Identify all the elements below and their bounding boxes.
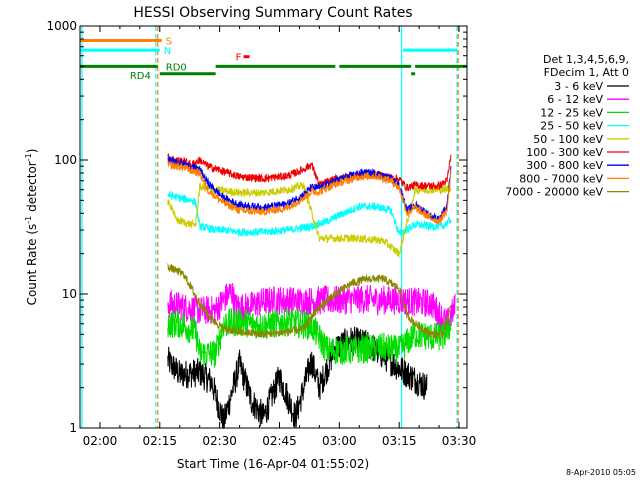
legend-label-8: 7000 - 20000 keV [505, 186, 603, 199]
plot-frame [79, 25, 468, 429]
flag-label-rd4: RD4 [130, 71, 151, 82]
legend-label-1: 6 - 12 keV [547, 93, 603, 106]
x-tick-label-3: 02:45 [262, 434, 297, 448]
legend-header-1: FDecim 1, Att 0 [544, 66, 629, 79]
legend-label-0: 3 - 6 keV [554, 80, 603, 93]
x-tick-label-2: 02:30 [202, 434, 237, 448]
legend-label-4: 50 - 100 keV [533, 133, 603, 146]
y-tick-label-3: 1000 [46, 19, 77, 33]
y-axis-label: Count Rate (s-1 detector-1) [24, 149, 39, 306]
x-axis-label: Start Time (16-Apr-04 01:55:02) [177, 457, 369, 471]
x-tick-label-1: 02:15 [142, 434, 177, 448]
legend-label-6: 300 - 800 keV [526, 159, 603, 172]
y-axis-label-part-1: Count Rate (s [25, 224, 39, 306]
series-layer [167, 153, 456, 430]
legend-label-2: 12 - 25 keV [540, 106, 603, 119]
footer-date: 8-Apr-2010 05:05 [566, 468, 636, 477]
legend-header-0: Det 1,3,4,5,6,9, [543, 53, 629, 66]
y-axis-label-part-3: ) [25, 149, 39, 154]
series-line-5 [167, 153, 452, 192]
ticks-layer: 02:00 02:15 02:30 02:45 03:00 03:15 03:30 1 10 10… [46, 19, 476, 448]
series-line-6 [167, 155, 452, 223]
y-axis-label-sup-1: -1 [24, 216, 33, 224]
legend-label-5: 100 - 300 keV [526, 146, 603, 159]
chart-title: HESSI Observing Summary Count Rates [133, 5, 412, 21]
x-tick-label-5: 03:15 [382, 434, 417, 448]
series-line-1 [167, 283, 456, 333]
series-line-7 [167, 160, 452, 225]
y-axis-label-part-2: detector [25, 161, 39, 216]
x-tick-label-0: 02:00 [83, 434, 118, 448]
y-tick-label-2: 100 [54, 153, 77, 167]
legend-label-3: 25 - 50 keV [540, 120, 603, 133]
y-tick-label-0: 1 [69, 421, 77, 435]
x-tick-label-4: 03:00 [322, 434, 357, 448]
flag-label-n: N [164, 46, 171, 57]
legend: Det 1,3,4,5,6,9,FDecim 1, Att 03 - 6 keV… [505, 53, 629, 199]
y-tick-label-1: 10 [62, 287, 77, 301]
flag-label-s: S [166, 36, 172, 47]
series-line-8 [167, 263, 452, 339]
x-tick-label-6: 03:30 [442, 434, 477, 448]
y-axis-label-sup-2: -1 [24, 153, 33, 161]
legend-label-7: 800 - 7000 keV [519, 172, 603, 185]
flag-label-rd0: RD0 [166, 62, 187, 73]
flag-label-f: F [236, 53, 242, 64]
